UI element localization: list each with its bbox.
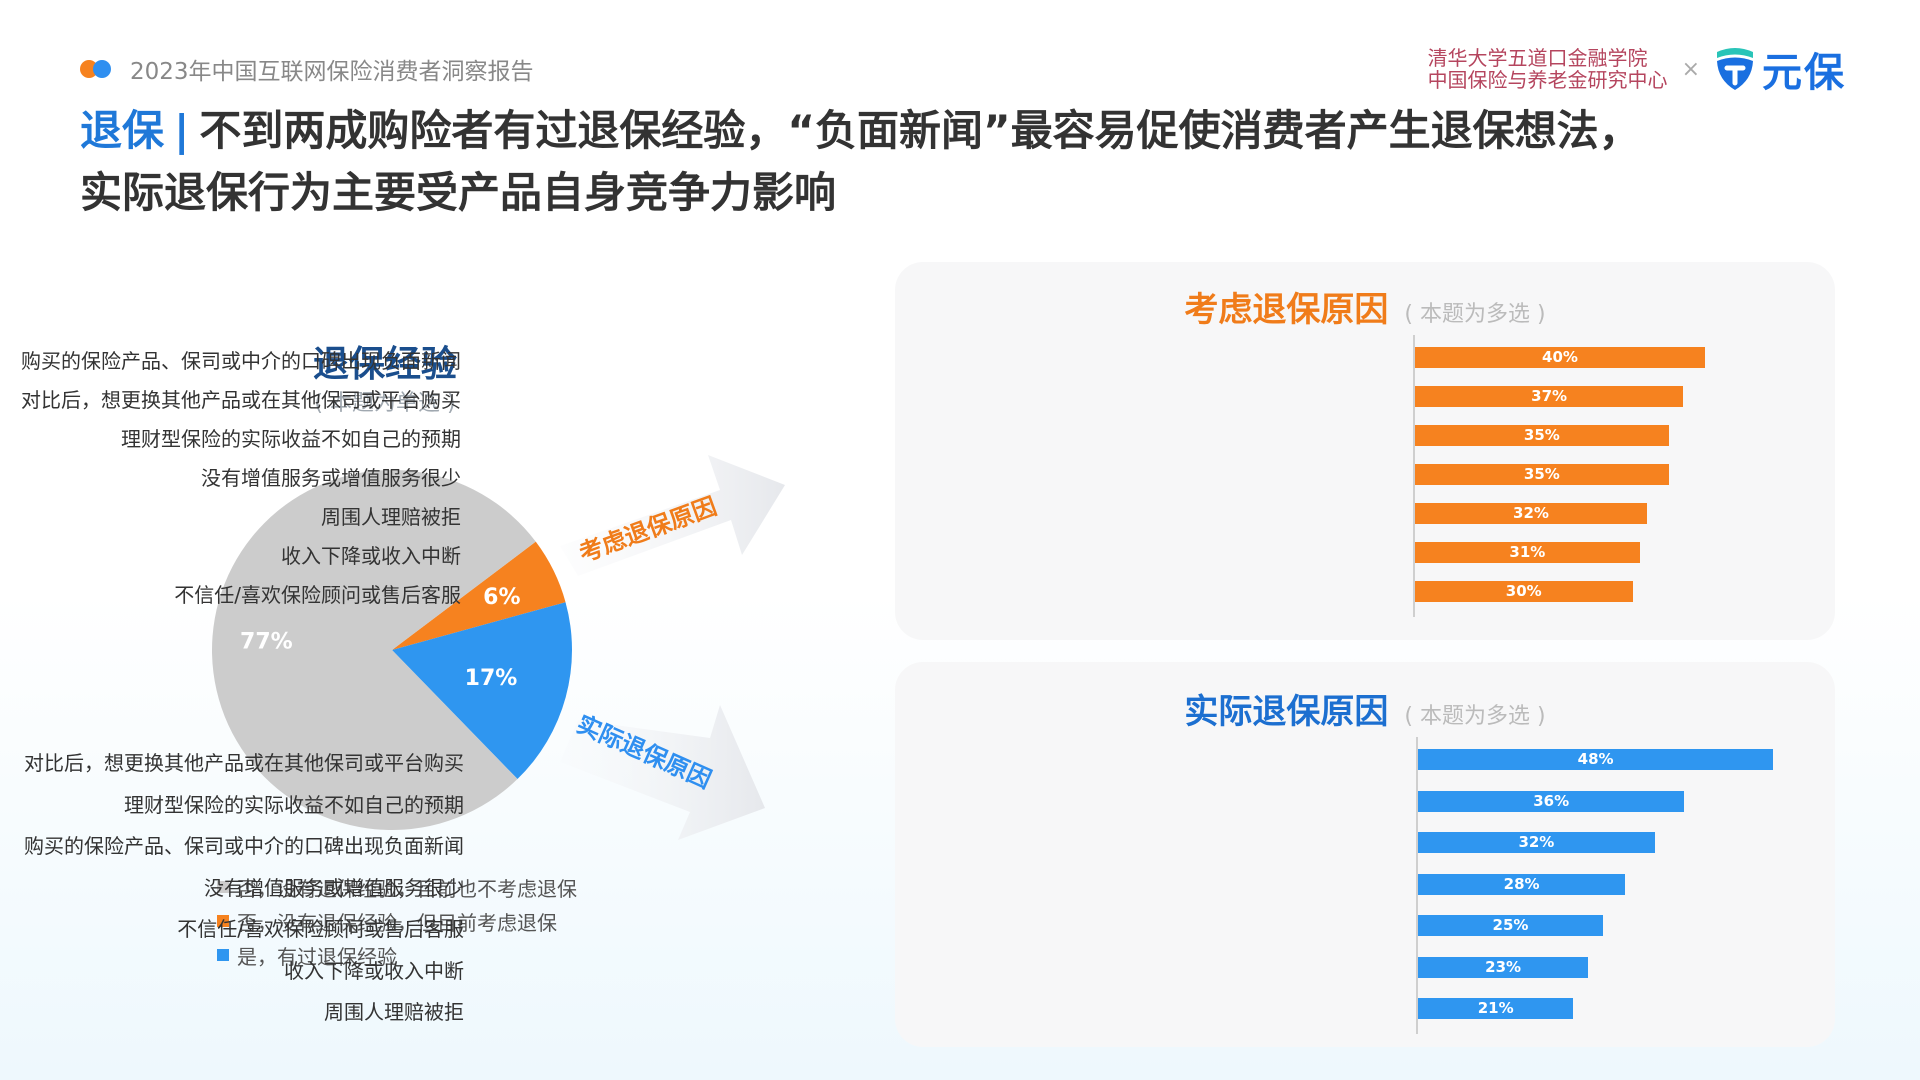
bar (1415, 542, 1640, 563)
legend-item-1: 否，没有退保经验，但目前考虑退保 (217, 904, 577, 938)
legend-label-0: 否，没有退保经验，目前也不考虑退保 (237, 876, 577, 901)
bar-value-label: 48% (1577, 750, 1614, 768)
legend-swatch-0 (217, 881, 229, 893)
bar-value-label: 35% (1523, 465, 1560, 483)
title-line2: 实际退保行为主要受产品自身竞争力影响 (80, 168, 837, 217)
bar-category-label: 理财型保险的实际收益不如自己的预期 (121, 427, 461, 451)
bar-value-label: 37% (1531, 387, 1568, 405)
bar (1415, 347, 1705, 368)
pie-slice-label-1: 17% (465, 666, 518, 691)
legend-label-1: 否，没有退保经验，但目前考虑退保 (237, 910, 557, 935)
bar-value-label: 21% (1477, 999, 1514, 1017)
consider-title-text: 考虑退保原因 (1184, 290, 1389, 330)
consider-panel-title: 考虑退保原因 ( 本题为多选 ) (895, 282, 1835, 331)
pie-slice-0 (392, 541, 566, 650)
consider-reasons-panel: 考虑退保原因 ( 本题为多选 ) 购买的保险产品、保司或中介的口碑出现负面新闻 40… (21, 262, 1835, 640)
bar-value-label: 32% (1518, 833, 1555, 851)
bar-value-label: 31% (1509, 543, 1546, 561)
actual-title-sub: ( 本题为多选 ) (1404, 704, 1546, 729)
bar-category-label: 没有增值服务或增值服务很少 (204, 875, 464, 900)
arrow-consider-shape (560, 455, 785, 576)
pie-slice-2 (211, 469, 536, 830)
bar (1415, 464, 1669, 485)
bar (1418, 832, 1655, 853)
bar-category-label: 没有增值服务或增值服务很少 (201, 466, 461, 490)
bar (1418, 749, 1774, 770)
bar-axis (1416, 737, 1418, 1034)
pie-chart: 考虑退保原因 实际退保原因 6% 17% 77% (211, 455, 785, 840)
bar (1415, 386, 1684, 407)
bar (1415, 581, 1633, 602)
bar-value-label: 30% (1505, 582, 1542, 600)
arrow-actual: 实际退保原因 (560, 705, 765, 840)
bar (1418, 790, 1685, 812)
bar-value-label: 36% (1533, 791, 1570, 810)
bar-value-label: 35% (1523, 426, 1560, 444)
report-header: 2023年中国互联网保险消费者洞察报告 (80, 52, 534, 86)
pie-subtitle: ( 本题为单选 ) (314, 391, 456, 416)
title-separator: | (174, 106, 190, 155)
bar-category-label: 周围人理赔被拒 (321, 505, 461, 529)
bar-category-label: 理财型保险的实际收益不如自己的预期 (124, 792, 464, 817)
bar (1415, 425, 1669, 446)
legend-item-0: 否，没有退保经验，目前也不考虑退保 (217, 870, 577, 904)
actual-title-text: 实际退保原因 (1184, 692, 1389, 732)
bar-category-label: 收入下降或收入中断 (281, 544, 461, 568)
bar-category-label: 不信任/喜欢保险顾问或售后客服 (174, 583, 461, 607)
bar (1418, 998, 1574, 1019)
bar (1418, 956, 1589, 978)
collab-x: × (1681, 56, 1700, 82)
institution-line1: 清华大学五道口金融学院 (1427, 46, 1648, 70)
bar-category-label: 对比后，想更换其他产品或在其他保司或平台购买 (24, 751, 464, 775)
bar-value-label: 28% (1503, 874, 1540, 893)
legend-swatch-1 (217, 915, 229, 927)
brand-block: 清华大学五道口金融学院 中国保险与养老金研究中心 × 元保 (1428, 40, 1846, 98)
report-name: 2023年中国互联网保险消费者洞察报告 (130, 59, 534, 85)
arrow-actual-shape (560, 705, 765, 840)
page-title: 退保 | 不到两成购险者有过退保经验，“负面新闻”最容易促使消费者产生退保想法， 实… (80, 100, 1870, 224)
bar (1418, 873, 1626, 895)
pie-title: 退保经验 (312, 344, 457, 385)
bar-value-label: 40% (1542, 348, 1578, 366)
bar-value-label: 32% (1513, 504, 1549, 522)
shield-logo-icon (1717, 48, 1753, 90)
bar (1418, 915, 1603, 936)
pie-legend: 否，没有退保经验，目前也不考虑退保 否，没有退保经验，但目前考虑退保 是，有过退保经… (217, 870, 577, 972)
yuanbao-logo: 元保 (1714, 40, 1846, 98)
bar-value-label: 23% (1485, 957, 1522, 976)
title-tag: 退保 (80, 106, 165, 155)
legend-label-2: 是，有过退保经验 (237, 944, 397, 969)
brand-name: 元保 (1762, 50, 1846, 96)
arrow-consider: 考虑退保原因 (560, 455, 785, 576)
institution-name: 清华大学五道口金融学院 中国保险与养老金研究中心 (1428, 47, 1668, 91)
pie-slice-1 (392, 602, 572, 780)
bar-axis (1413, 335, 1415, 617)
actual-reasons-panel: 实际退保原因 ( 本题为多选 ) 对比后，想更换其他产品或在其他保司或平台购买 48… (24, 662, 1835, 1047)
brand-dots-icon (80, 59, 116, 79)
consider-title-sub: ( 本题为多选 ) (1404, 302, 1546, 327)
bar-category-label: 收入下降或收入中断 (284, 958, 464, 983)
bar-category-label: 购买的保险产品、保司或中介的口碑出现负面新闻 (21, 349, 461, 373)
legend-item-2: 是，有过退保经验 (217, 938, 577, 972)
legend-swatch-2 (217, 949, 229, 961)
title-line1: 不到两成购险者有过退保经验，“负面新闻”最容易促使消费者产生退保想法， (199, 106, 1641, 155)
bar-category-label: 不信任/喜欢保险顾问或售后客服 (177, 917, 464, 941)
bar-category-label: 购买的保险产品、保司或中介的口碑出现负面新闻 (24, 834, 464, 858)
bar-category-label: 对比后，想更换其他产品或在其他保司或平台购买 (21, 388, 461, 412)
pie-slice-label-0: 6% (483, 585, 520, 610)
actual-panel-title: 实际退保原因 ( 本题为多选 ) (895, 684, 1835, 733)
bar-category-label: 周围人理赔被拒 (324, 1000, 464, 1024)
institution-line2: 中国保险与养老金研究中心 (1427, 68, 1668, 92)
pie-slice-label-2: 77% (240, 629, 293, 654)
bar-value-label: 25% (1492, 916, 1529, 934)
bar (1415, 503, 1647, 524)
